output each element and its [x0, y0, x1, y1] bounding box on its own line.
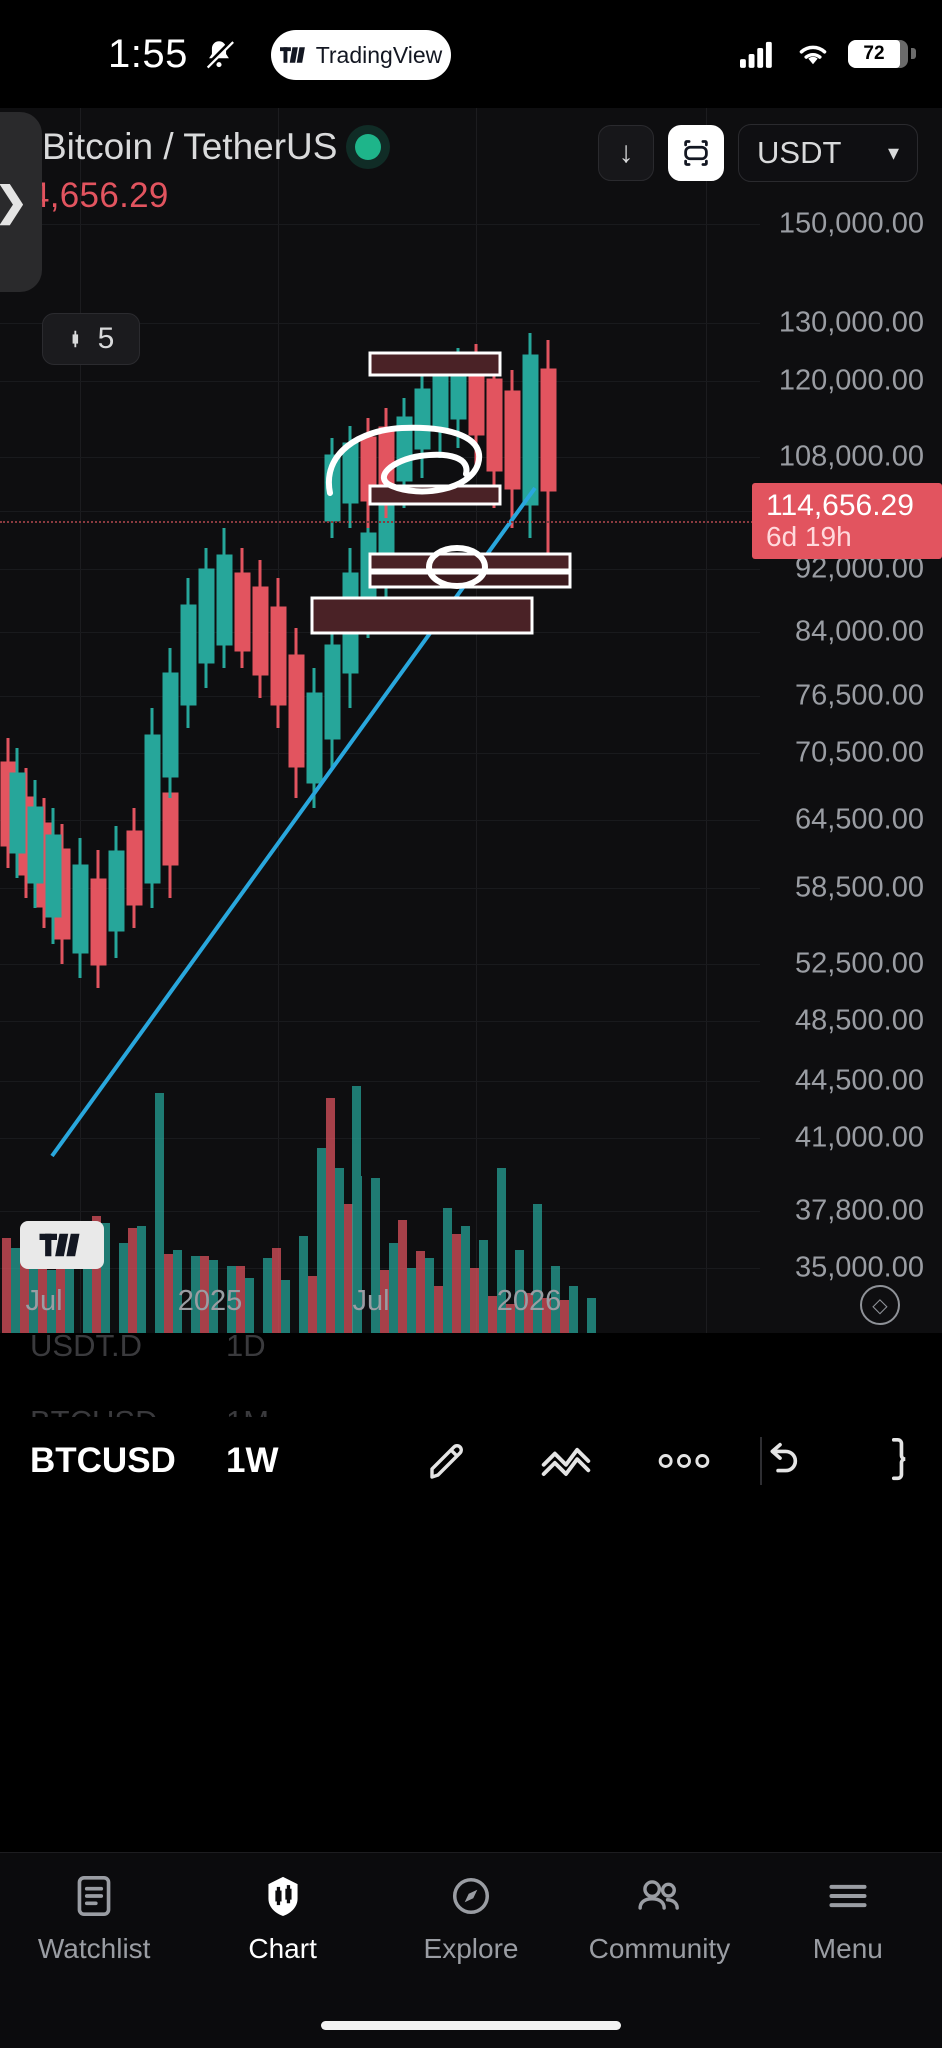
tradingview-watermark — [20, 1221, 104, 1269]
wifi-icon — [799, 45, 827, 65]
status-time: 1:55 — [108, 31, 188, 76]
time-tick: Jul — [352, 1285, 390, 1317]
tradingview-logo-icon — [279, 47, 305, 63]
status-right: 72 — [740, 40, 916, 68]
fullscreen-icon[interactable] — [860, 1433, 916, 1489]
price-tick: 41,000.00 — [794, 1121, 924, 1154]
price-tick: 130,000.00 — [778, 306, 924, 339]
compass-icon — [450, 1871, 492, 1921]
nav-label: Community — [588, 1933, 731, 1964]
price-tick: 150,000.00 — [778, 207, 924, 240]
app-name-pill: TradingView — [271, 30, 451, 80]
price-tick: 64,500.00 — [794, 803, 924, 836]
bottom-nav[interactable]: Watchlist Chart Explore — [0, 1852, 942, 2048]
chart-toolbar[interactable]: BTCUSD 1W — [0, 1417, 942, 1505]
pen-icon[interactable] — [420, 1433, 476, 1489]
candle-icon — [72, 330, 78, 348]
toolbar-symbol-button[interactable]: BTCUSD — [30, 1441, 176, 1480]
nav-item-chart[interactable]: Chart — [188, 1871, 376, 1965]
more-dots-icon[interactable] — [656, 1433, 712, 1489]
app-name-label: TradingView — [315, 41, 443, 68]
current-price-value: 114,656.29 — [766, 488, 914, 522]
nav-label: Chart — [248, 1933, 317, 1964]
nav-item-community[interactable]: Community — [565, 1871, 753, 1965]
price-tick: 48,500.00 — [794, 1004, 924, 1037]
price-tick: 120,000.00 — [778, 364, 924, 397]
nav-item-explore[interactable]: Explore — [377, 1871, 565, 1965]
price-tick: 52,500.00 — [794, 947, 924, 980]
hamburger-icon — [826, 1871, 870, 1921]
chart-canvas[interactable]: Bitcoin / TetherUS 4,656.29 5 ❯ ↓ USDT ▾ — [0, 108, 942, 1333]
home-indicator — [321, 2021, 621, 2030]
indicators-icon[interactable] — [538, 1433, 594, 1489]
ghost-symbol: USDT.D — [30, 1328, 142, 1363]
nav-label: Menu — [812, 1933, 883, 1964]
snapshot-icon[interactable] — [668, 125, 724, 181]
status-left: 1:55 — [108, 32, 236, 77]
chart-settings-icon[interactable]: ◇ — [860, 1285, 900, 1325]
symbol-row[interactable]: Bitcoin / TetherUS — [42, 126, 382, 168]
nav-item-menu[interactable]: Menu — [754, 1871, 942, 1965]
symbol-last-price: 4,656.29 — [30, 176, 169, 215]
toolbar-timeframe-button[interactable]: 1W — [226, 1441, 279, 1480]
snapshot-glyph-icon — [684, 140, 708, 166]
nav-label: Watchlist — [37, 1933, 151, 1964]
current-price-badge[interactable]: 114,656.29 6d 19h — [752, 483, 942, 559]
bell-muted-icon — [204, 39, 234, 69]
currency-select[interactable]: USDT ▾ — [738, 124, 918, 182]
nav-item-watchlist[interactable]: Watchlist — [0, 1871, 188, 1965]
market-open-dot — [355, 134, 382, 160]
price-tick: 44,500.00 — [794, 1064, 924, 1097]
price-axis[interactable]: 150,000.00 130,000.00 120,000.00 108,000… — [760, 108, 942, 1333]
battery-level: 72 — [863, 43, 885, 64]
chevron-right-icon: ❯ — [0, 179, 28, 225]
watchlist-icon — [74, 1871, 114, 1921]
interval-value: 5 — [97, 322, 115, 355]
current-price-line — [0, 521, 760, 523]
price-tick: 37,800.00 — [794, 1194, 924, 1227]
interval-badge[interactable]: 5 — [42, 313, 140, 365]
trendline — [50, 486, 537, 1158]
price-tick: 84,000.00 — [794, 615, 924, 648]
time-tick: 2025 — [177, 1285, 243, 1317]
ghost-timeframe: 1D — [226, 1328, 266, 1363]
people-icon — [635, 1871, 683, 1921]
nav-label: Explore — [423, 1933, 519, 1964]
symbol-title[interactable]: Bitcoin / TetherUS — [42, 126, 338, 167]
tradingview-logo-icon — [39, 1233, 80, 1257]
ghost-row-previous: USDT.D 1D — [0, 1322, 942, 1370]
time-tick: 2026 — [496, 1285, 562, 1317]
battery-indicator: 72 — [848, 40, 916, 68]
bar-countdown: 6d 19h — [766, 521, 852, 553]
price-tick: 108,000.00 — [778, 440, 924, 473]
sidebar-expand-handle[interactable]: ❯ — [0, 112, 42, 292]
price-tick: 70,500.00 — [794, 736, 924, 769]
chart-header-buttons[interactable]: ↓ USDT ▾ — [598, 124, 918, 182]
currency-value: USDT — [757, 135, 842, 170]
price-tick: 35,000.00 — [794, 1251, 924, 1284]
time-tick: Jul — [25, 1285, 63, 1317]
cellular-signal-icon — [740, 41, 772, 68]
chevron-down-icon: ▾ — [887, 140, 899, 165]
undo-icon[interactable] — [752, 1433, 808, 1489]
price-tick: 76,500.00 — [794, 679, 924, 712]
price-tick: 58,500.00 — [794, 871, 924, 904]
toolbar-divider — [760, 1437, 762, 1485]
status-bar: 1:55 TradingView 72 — [0, 0, 942, 108]
chart-icon — [263, 1871, 303, 1921]
download-icon[interactable]: ↓ — [598, 125, 654, 181]
time-axis[interactable]: Jul 2025 Jul 2026 ◇ — [0, 1277, 942, 1333]
